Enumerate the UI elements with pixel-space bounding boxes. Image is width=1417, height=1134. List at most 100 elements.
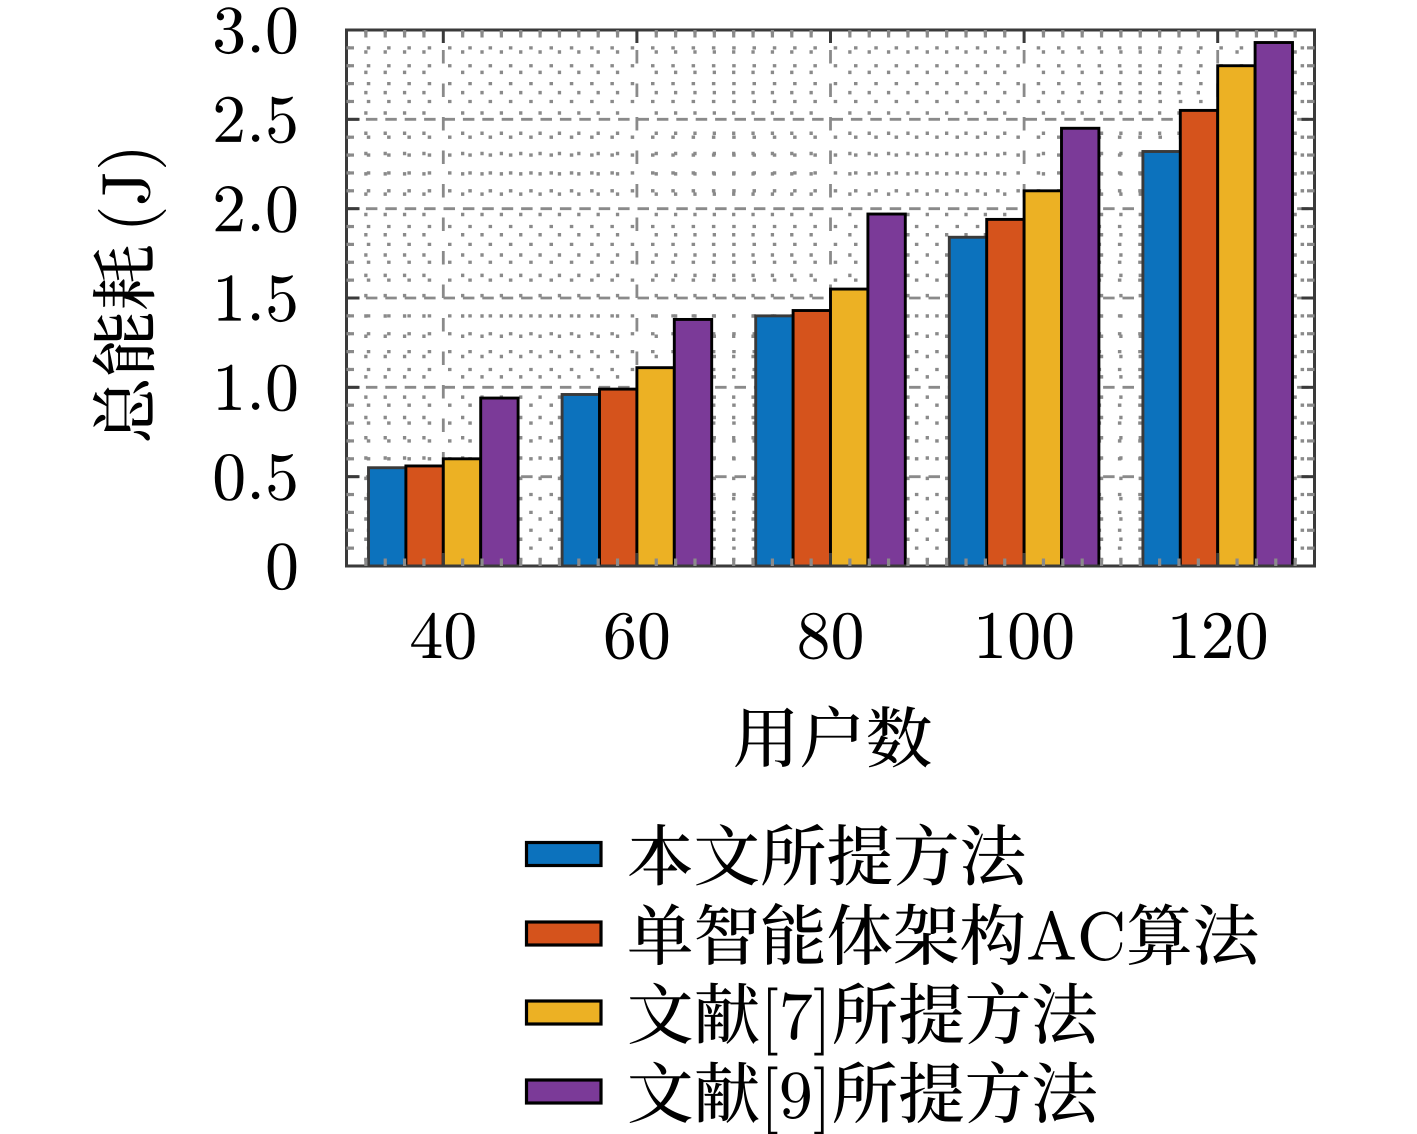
- legend-entry-文献[9]所提方法: [524, 1061, 1097, 1134]
- glyph-0: [214, 453, 244, 501]
- glyph-算: [1128, 903, 1190, 966]
- bar: [1253, 41, 1294, 568]
- glyph-献: [696, 982, 759, 1044]
- glyph-构: [961, 903, 1024, 966]
- glyph-文: [629, 1061, 692, 1124]
- bar: [1022, 189, 1063, 568]
- glyph-5: [268, 96, 296, 144]
- x-axis-label: [735, 705, 931, 768]
- glyph-法: [962, 824, 1025, 886]
- bar: [866, 212, 907, 568]
- bar: [791, 309, 832, 568]
- bar: [672, 317, 714, 568]
- glyph-所: [833, 1061, 897, 1124]
- glyph-0: [445, 612, 475, 660]
- glyph-1: [218, 275, 241, 321]
- glyph-总: [92, 380, 153, 441]
- bar: [1178, 108, 1220, 568]
- glyph-用: [735, 707, 794, 768]
- legend-label: [629, 902, 1258, 966]
- glyph-户: [801, 705, 860, 768]
- glyph-0: [639, 612, 669, 660]
- glyph-提: [899, 982, 963, 1044]
- glyph-提: [828, 824, 892, 886]
- glyph-方: [895, 823, 957, 886]
- bar: [404, 464, 445, 568]
- legend-swatch: [524, 840, 603, 868]
- glyph-0: [267, 364, 297, 412]
- bar: [1141, 150, 1182, 568]
- glyph-0: [1009, 612, 1039, 660]
- legend-layer: [524, 823, 1258, 1134]
- x-tick-label-100: [979, 612, 1073, 660]
- glyph-[: [768, 1066, 778, 1134]
- y-tick-label-2.5: [215, 96, 296, 144]
- glyph-5: [268, 275, 296, 323]
- glyph-法: [1033, 1061, 1097, 1123]
- glyph-]: [814, 1066, 824, 1134]
- glyph-2: [215, 96, 243, 142]
- glyph-体: [828, 903, 892, 965]
- y-axis-label-group: [92, 151, 166, 441]
- glyph-1: [1172, 612, 1196, 658]
- glyph-0: [267, 7, 297, 55]
- glyph-): [98, 151, 166, 167]
- glyph-1: [218, 364, 241, 410]
- y-axis-label: [92, 151, 166, 441]
- glyph-2: [1204, 612, 1232, 658]
- legend-label: [629, 982, 1097, 1056]
- bar: [598, 387, 639, 568]
- glyph-0: [1043, 612, 1073, 660]
- glyph-.: [251, 45, 260, 53]
- y-tick-label-0: [267, 543, 297, 591]
- tick-marks-layer: [346, 28, 1315, 568]
- glyph-单: [629, 903, 692, 966]
- glyph-6: [605, 612, 634, 660]
- bar: [829, 287, 870, 568]
- bar: [560, 393, 601, 568]
- glyph-2: [215, 185, 243, 232]
- glyph-智: [696, 903, 757, 965]
- legend-swatch: [524, 1078, 603, 1105]
- legend-entry-文献[7]所提方法: [524, 982, 1097, 1056]
- y-tick-label-3.0: [215, 7, 297, 55]
- bar: [947, 235, 989, 568]
- glyph-提: [899, 1061, 963, 1123]
- glyph-方: [967, 982, 1029, 1045]
- glyph-法: [1195, 903, 1258, 965]
- bar: [985, 217, 1026, 568]
- glyph-0: [833, 612, 862, 660]
- legend-label: [629, 823, 1025, 886]
- glyph-架: [895, 903, 958, 965]
- glyph-方: [967, 1061, 1029, 1124]
- glyph-.: [251, 402, 260, 410]
- glyph-数: [867, 706, 931, 768]
- y-tick-label-1.5: [218, 275, 296, 323]
- major-ticks: [346, 28, 1315, 568]
- glyph-耗: [92, 246, 155, 310]
- glyph-献: [696, 1061, 759, 1123]
- glyph-.: [251, 491, 260, 500]
- bar: [754, 314, 795, 568]
- legend-swatch: [524, 999, 603, 1026]
- glyph-1: [979, 612, 1002, 658]
- glyph-4: [411, 612, 442, 658]
- x-tick-label-120: [1172, 612, 1266, 660]
- minor-ticks: [346, 30, 1315, 566]
- legend-entry-单智能体架构AC算法: [524, 902, 1258, 966]
- bar: [1060, 126, 1101, 568]
- glyph-A: [1028, 910, 1075, 960]
- glyph-文: [696, 824, 759, 886]
- glyph-(: [98, 209, 166, 226]
- glyph-0: [267, 543, 297, 591]
- glyph-能: [762, 902, 824, 965]
- glyph-0: [267, 185, 297, 233]
- y-tick-label-1.0: [218, 364, 297, 412]
- glyph-J: [102, 174, 151, 204]
- glyph-法: [1033, 982, 1097, 1044]
- glyph-本: [629, 823, 691, 886]
- glyph-0: [1237, 612, 1266, 660]
- glyph-能: [92, 313, 155, 375]
